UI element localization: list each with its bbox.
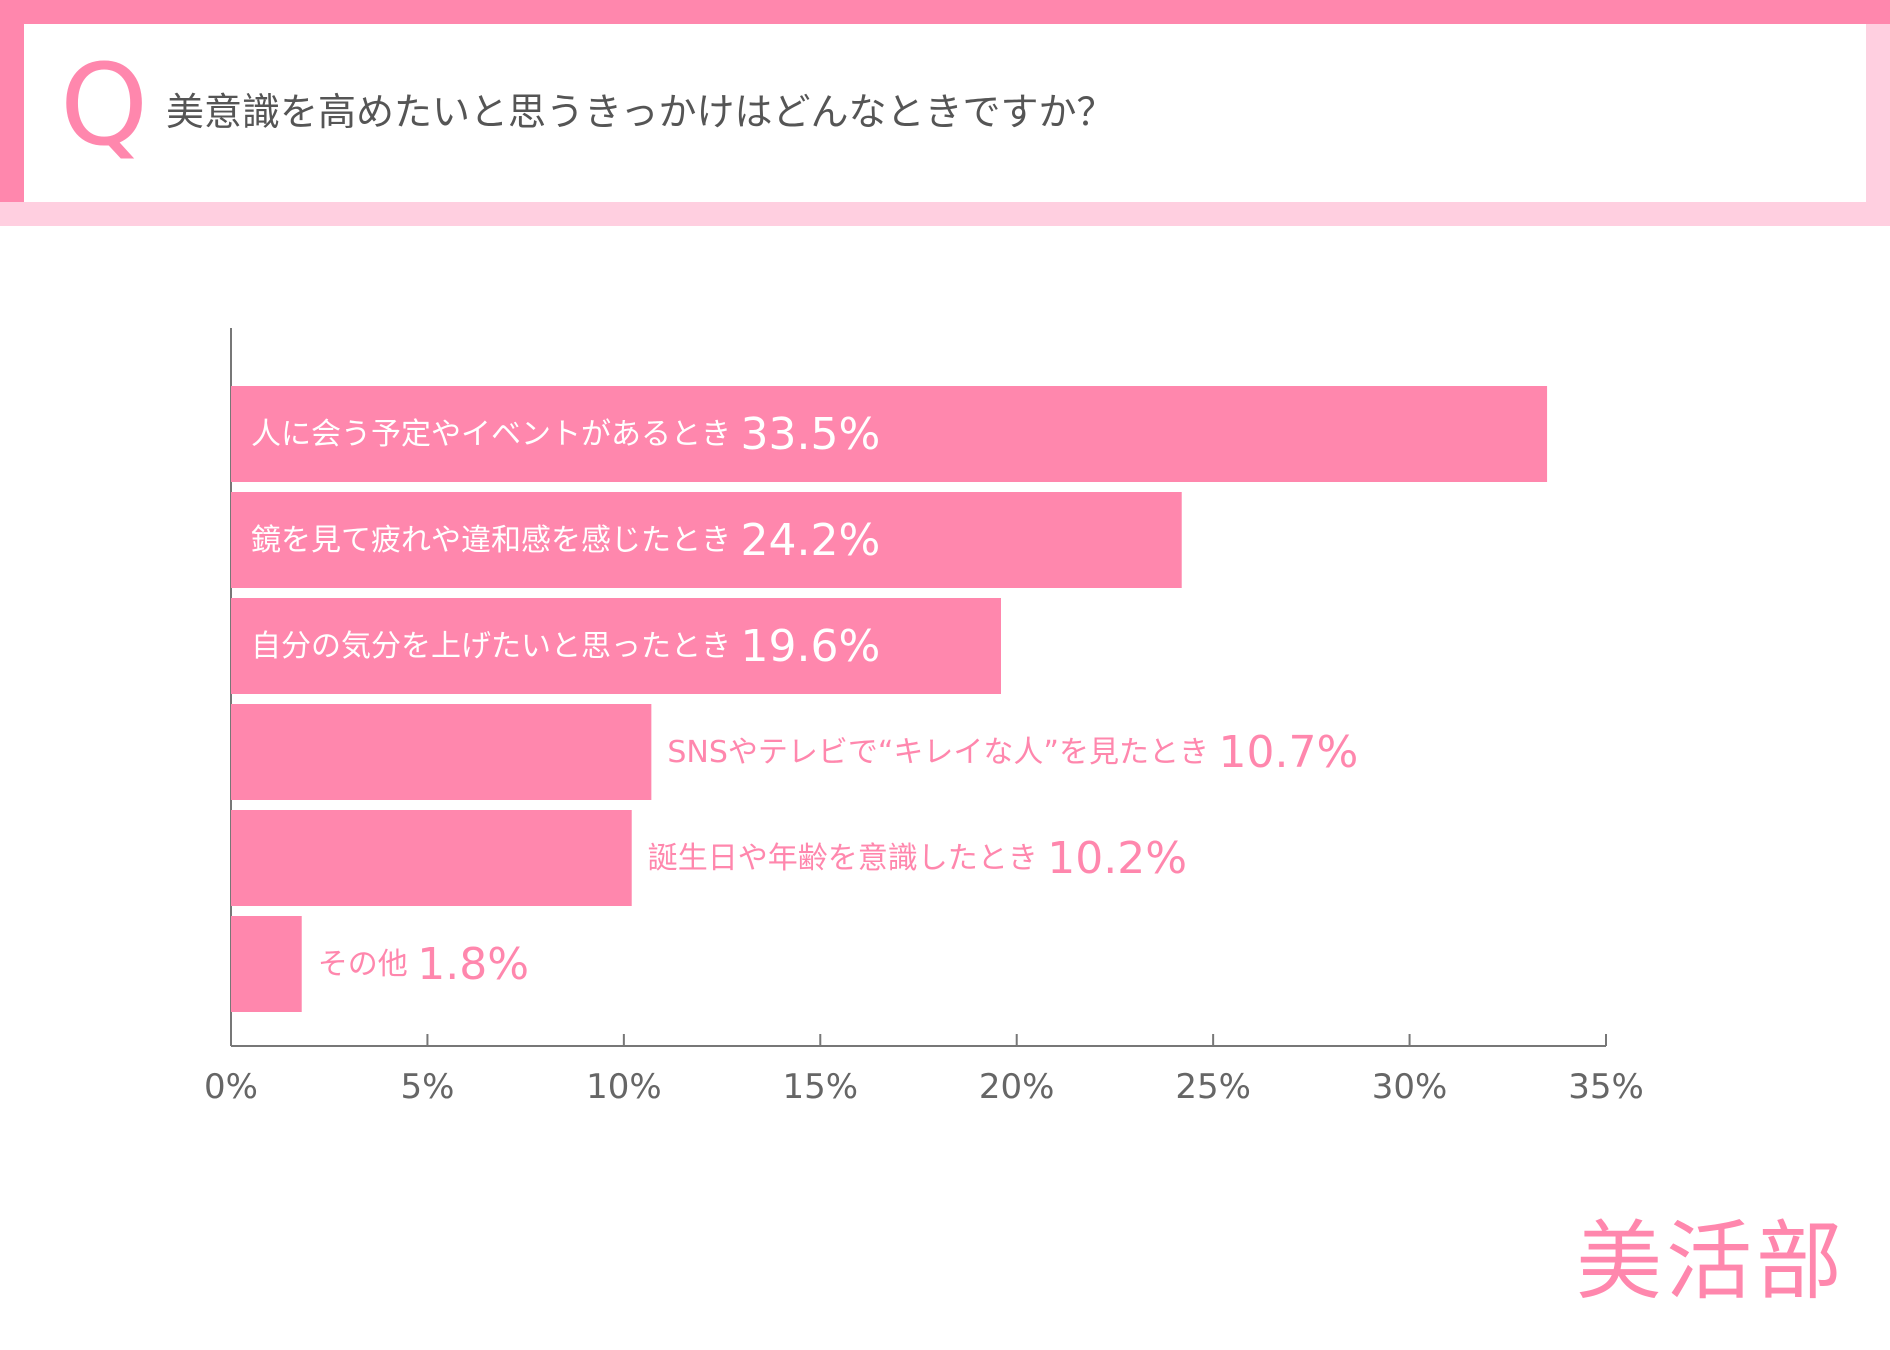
- x-tick-label: 15%: [782, 1067, 858, 1107]
- category-label: SNSやテレビで“キレイな人”を見たとき: [667, 735, 1209, 770]
- bar-label: 自分の気分を上げたいと思ったとき 19.6%: [251, 621, 880, 672]
- value-label: 19.6%: [741, 621, 881, 672]
- bar: [231, 386, 1548, 482]
- value-label: 24.2%: [741, 515, 881, 566]
- bar-chart: 0% 5% 10% 15% 20% 25% 30% 35% 人に会う予定やイベントがあるとき 3…: [204, 328, 1644, 1107]
- bar: [231, 704, 652, 800]
- bar-label: 誕生日や年齢を意識したとき 10.2%: [648, 833, 1187, 884]
- x-tick-label: 0%: [204, 1067, 258, 1107]
- x-tick-label: 25%: [1175, 1067, 1251, 1107]
- brand-logo: 美活部: [1576, 1212, 1846, 1312]
- value-label: 1.8%: [417, 939, 529, 990]
- label-gap: [408, 947, 418, 982]
- label-gap: [1209, 735, 1219, 770]
- value-label: 33.5%: [741, 409, 881, 460]
- bar-label: 鏡を見て疲れや違和感を感じたとき 24.2%: [251, 515, 880, 566]
- value-label: 10.7%: [1219, 727, 1359, 778]
- label-gap: [1038, 841, 1048, 876]
- bar: [231, 492, 1182, 588]
- category-label: 誕生日や年齢を意識したとき: [648, 841, 1038, 876]
- bar: [231, 916, 302, 1012]
- bar-label: その他 1.8%: [318, 939, 529, 990]
- x-tick-label: 5%: [400, 1067, 454, 1107]
- bar-label: SNSやテレビで“キレイな人”を見たとき 10.7%: [667, 727, 1358, 778]
- banner-inner: [24, 24, 1866, 202]
- x-tick-label: 20%: [979, 1067, 1055, 1107]
- bar: [231, 598, 1001, 694]
- label-gap: [731, 417, 741, 452]
- label-gap: [731, 523, 741, 558]
- x-tick-label: 10%: [586, 1067, 662, 1107]
- banner-shadow: [0, 202, 1890, 226]
- bar: [231, 810, 632, 906]
- question-text: 美意識を高めたいと思うきっかけはどんなときですか？: [166, 90, 1115, 134]
- bar-label: 人に会う予定やイベントがあるとき 33.5%: [251, 409, 880, 460]
- category-label: 鏡を見て疲れや違和感を感じたとき: [251, 523, 731, 558]
- category-label: 人に会う予定やイベントがあるとき: [251, 417, 731, 452]
- x-tick-label: 30%: [1372, 1067, 1448, 1107]
- question-mark-q: Q: [60, 41, 149, 171]
- label-gap: [731, 629, 741, 664]
- category-label: その他: [318, 947, 408, 982]
- banner-shadow-right: [1866, 24, 1890, 226]
- x-tick-label: 35%: [1568, 1067, 1644, 1107]
- value-label: 10.2%: [1047, 833, 1187, 884]
- category-label: 自分の気分を上げたいと思ったとき: [251, 629, 731, 664]
